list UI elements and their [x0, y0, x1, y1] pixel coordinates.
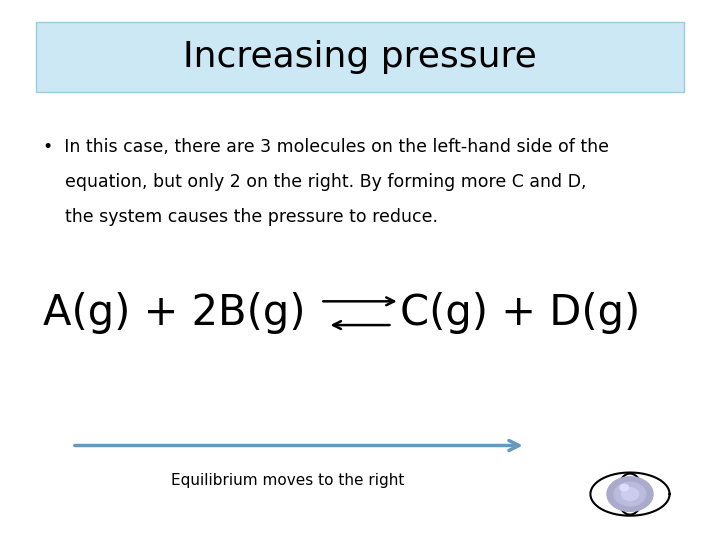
Circle shape	[620, 484, 629, 491]
Text: equation, but only 2 on the right. By forming more C and D,: equation, but only 2 on the right. By fo…	[43, 173, 587, 191]
Circle shape	[607, 477, 653, 511]
FancyBboxPatch shape	[36, 22, 684, 92]
Text: A(g) + 2B(g): A(g) + 2B(g)	[43, 292, 306, 334]
Text: Equilibrium moves to the right: Equilibrium moves to the right	[171, 473, 405, 488]
Text: •  In this case, there are 3 molecules on the left-hand side of the: • In this case, there are 3 molecules on…	[43, 138, 609, 156]
Text: the system causes the pressure to reduce.: the system causes the pressure to reduce…	[43, 208, 438, 226]
Circle shape	[621, 488, 639, 501]
Text: C(g) + D(g): C(g) + D(g)	[400, 292, 640, 334]
Circle shape	[614, 482, 646, 506]
Text: Increasing pressure: Increasing pressure	[183, 40, 537, 73]
